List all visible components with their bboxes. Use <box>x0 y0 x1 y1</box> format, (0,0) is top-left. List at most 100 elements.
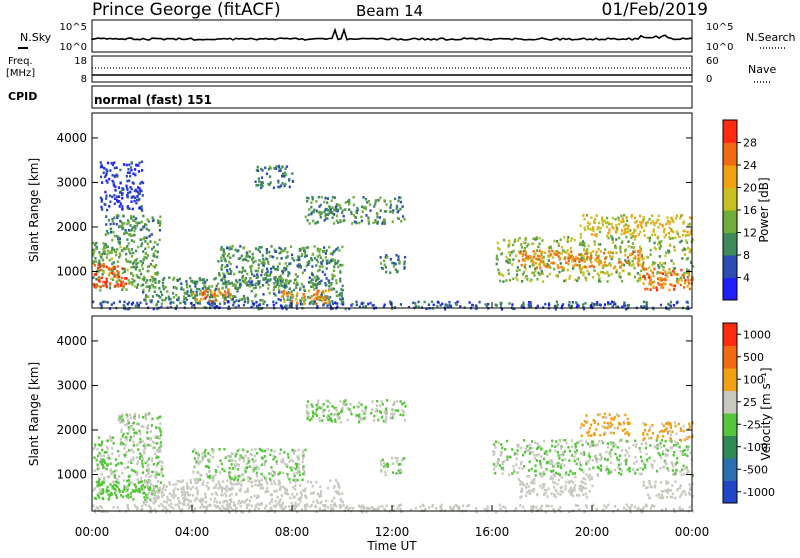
power-cell <box>341 264 343 267</box>
velocity-cell <box>381 505 383 508</box>
power-cell <box>501 252 503 255</box>
power-cell <box>649 237 651 240</box>
power-cell <box>124 229 126 232</box>
velocity-cell <box>614 505 616 508</box>
velocity-cell <box>334 413 336 416</box>
velocity-cell <box>529 444 531 447</box>
power-cell <box>108 205 110 208</box>
velocity-cell <box>98 482 100 485</box>
power-cell <box>121 267 123 270</box>
power-cell <box>250 270 252 273</box>
power-cell <box>658 215 660 218</box>
velocity-cell <box>543 493 545 496</box>
power-cell <box>299 287 301 290</box>
velocity-cell <box>335 479 337 482</box>
velocity-cell <box>681 453 683 456</box>
velocity-cell <box>321 406 323 409</box>
velocity-cell <box>101 473 103 476</box>
power-cell <box>325 218 327 221</box>
velocity-cell <box>515 463 517 466</box>
velocity-cell <box>186 491 188 494</box>
power-cell <box>568 254 570 257</box>
power-cell <box>191 280 193 283</box>
velocity-cell <box>180 487 182 490</box>
velocity-cell <box>662 453 664 456</box>
power-cell <box>238 300 240 303</box>
power-cell <box>134 285 136 288</box>
power-cell <box>138 304 140 307</box>
power-cell <box>626 219 628 222</box>
power-cell <box>266 304 268 307</box>
velocity-cell <box>334 504 336 507</box>
power-cell <box>384 264 386 267</box>
velocity-cell <box>243 479 245 482</box>
power-cell <box>284 183 286 186</box>
power-cell <box>132 219 134 222</box>
power-cell <box>189 285 191 288</box>
power-cell <box>647 237 649 240</box>
velocity-cell <box>270 493 272 496</box>
velocity-cell <box>394 457 396 460</box>
power-cell <box>179 278 181 281</box>
power-cell <box>568 277 570 280</box>
power-cell <box>596 214 598 217</box>
velocity-cell <box>218 483 220 486</box>
power-cell <box>200 290 202 293</box>
power-cell <box>315 200 317 203</box>
velocity-cell <box>540 466 542 469</box>
velocity-cell <box>585 460 587 463</box>
power-cell <box>304 296 306 299</box>
power-cell <box>117 200 119 203</box>
power-cell <box>147 218 149 221</box>
power-cell <box>356 207 358 210</box>
velocity-cell <box>234 467 236 470</box>
velocity-cell <box>533 506 535 509</box>
power-cell <box>639 215 641 218</box>
power-cell <box>654 242 656 245</box>
velocity-cell <box>533 478 535 481</box>
power-cell <box>642 220 644 223</box>
power-cell <box>302 272 304 275</box>
velocity-cell <box>582 494 584 497</box>
velocity-cell <box>359 505 361 508</box>
power-cell <box>596 251 598 254</box>
velocity-cell <box>271 498 273 501</box>
power-cell <box>604 261 606 264</box>
velocity-cell <box>148 464 150 467</box>
velocity-cell <box>565 481 567 484</box>
velocity-cell <box>291 493 293 496</box>
velocity-cell <box>300 496 302 499</box>
velocity-cell <box>141 505 143 508</box>
power-colorbar-tick-label: 24 <box>743 159 757 172</box>
power-cell <box>618 258 620 261</box>
power-cell <box>582 214 584 217</box>
power-cell <box>117 265 119 268</box>
velocity-cell <box>295 506 297 509</box>
power-cell <box>660 304 662 307</box>
power-cell <box>128 208 130 211</box>
power-cell <box>332 196 334 199</box>
velocity-cell <box>634 506 636 509</box>
velocity-cell <box>267 448 269 451</box>
velocity-cell <box>565 485 567 488</box>
velocity-cell <box>329 480 331 483</box>
power-cell <box>159 220 161 223</box>
power-cell <box>130 169 132 172</box>
velocity-cell <box>547 461 549 464</box>
velocity-cell <box>246 507 248 510</box>
power-cell <box>663 228 665 231</box>
power-cell <box>382 267 384 270</box>
velocity-cell <box>254 454 256 457</box>
power-cell <box>676 230 678 233</box>
power-cell <box>560 262 562 265</box>
velocity-cell <box>652 464 654 467</box>
power-cell <box>132 274 134 277</box>
power-cell <box>235 284 237 287</box>
power-cell <box>319 211 321 214</box>
velocity-cell <box>633 462 635 465</box>
velocity-cell <box>396 457 398 460</box>
power-cell <box>237 249 239 252</box>
power-cell <box>657 226 659 229</box>
power-cell <box>675 217 677 220</box>
power-cell <box>258 282 260 285</box>
